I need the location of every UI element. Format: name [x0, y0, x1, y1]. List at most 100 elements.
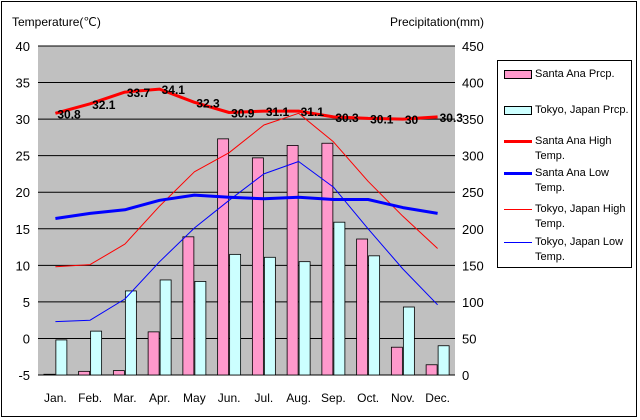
x-tick-label: Feb.	[78, 391, 102, 405]
legend-line	[504, 140, 532, 143]
left-tick-label: 0	[23, 331, 30, 346]
left-tick-label: 35	[16, 76, 30, 91]
data-label-layer: 30.8 32.1 33.7 34.1 32.3 30.9 31.1 31.1 30.3 30.1…	[57, 83, 463, 127]
x-tick-label: Jun.	[218, 391, 241, 405]
legend-line	[504, 209, 532, 210]
bar	[425, 364, 438, 376]
grid-layer	[38, 45, 455, 376]
right-tick-label: 0	[462, 368, 469, 383]
bar-layer	[43, 138, 450, 376]
bar	[286, 145, 299, 376]
x-tick-label: Sep.	[321, 391, 346, 405]
axis-layer: -505101520253035400501001502002503003504…	[16, 39, 484, 405]
legend-label: Tokyo, Japan Prcp.	[535, 104, 629, 116]
bar	[217, 138, 230, 376]
bar	[402, 306, 415, 376]
legend-line	[504, 242, 532, 243]
data-label: 31.1	[266, 105, 290, 119]
left-tick-label: 40	[16, 39, 30, 54]
left-axis-title: Temperature(℃)	[12, 15, 101, 29]
legend-label: Santa Ana Low Temp.	[535, 167, 610, 194]
right-tick-label: 150	[462, 258, 484, 273]
bar	[298, 261, 311, 376]
bar	[147, 331, 160, 376]
legend-item-santa-ana-prcp: Santa Ana Prcp.	[502, 67, 632, 97]
bar	[90, 330, 103, 376]
series-line	[55, 87, 438, 121]
left-tick-label: 10	[16, 258, 30, 273]
x-tick-label: Apr.	[149, 391, 170, 405]
bar	[43, 373, 56, 376]
series-line	[55, 193, 438, 220]
left-tick-label: 20	[16, 185, 30, 200]
legend-label: Santa Ana High Temp.	[535, 135, 612, 162]
x-tick-label: Jul.	[255, 391, 274, 405]
data-label: 30.8	[57, 107, 81, 121]
x-tick-label: Oct.	[357, 391, 379, 405]
bar	[263, 256, 276, 376]
legend-item-santa-ana-low: Santa Ana Low Temp.	[502, 166, 632, 196]
data-label: 30.9	[231, 107, 255, 121]
right-tick-label: 250	[462, 185, 484, 200]
plot-area	[38, 46, 455, 375]
x-tick-label: Mar.	[113, 391, 136, 405]
legend-item-tokyo-low: Tokyo, Japan Low Temp.	[502, 235, 632, 265]
right-tick-label: 400	[462, 76, 484, 91]
legend-label: Santa Ana Prcp.	[535, 68, 615, 80]
bar	[251, 157, 264, 376]
right-tick-label: 300	[462, 149, 484, 164]
series-line	[55, 112, 438, 268]
series-line	[55, 161, 438, 323]
data-label: 30.3	[335, 111, 359, 125]
x-tick-label: Jan.	[44, 391, 67, 405]
data-label: 30.1	[370, 112, 394, 126]
legend-item-tokyo-prcp: Tokyo, Japan Prcp.	[502, 103, 632, 133]
legend-item-tokyo-high: Tokyo, Japan High Temp.	[502, 202, 632, 232]
legend: Santa Ana Prcp. Tokyo, Japan Prcp. Santa…	[497, 60, 632, 268]
data-label: 32.1	[92, 98, 116, 112]
left-tick-label: -5	[18, 368, 30, 383]
x-tick-label: May	[183, 391, 206, 405]
bar	[55, 339, 68, 376]
left-tick-label: 25	[16, 149, 30, 164]
legend-label: Tokyo, Japan Low Temp.	[535, 236, 624, 263]
bar	[437, 345, 450, 376]
right-tick-label: 200	[462, 222, 484, 237]
bar	[112, 370, 125, 376]
data-label: 30	[405, 113, 419, 127]
x-tick-label: Nov.	[391, 391, 415, 405]
bar	[78, 370, 91, 376]
bar	[333, 221, 346, 376]
legend-swatch	[504, 70, 532, 79]
x-tick-label: Dec.	[425, 391, 450, 405]
right-tick-label: 350	[462, 112, 484, 127]
legend-item-santa-ana-high: Santa Ana High Temp.	[502, 134, 632, 164]
right-axis-title: Precipitation(mm)	[390, 15, 484, 29]
right-tick-label: 100	[462, 295, 484, 310]
bar	[356, 238, 369, 376]
data-label: 30.3	[440, 111, 464, 125]
bar	[390, 346, 403, 376]
data-label: 34.1	[162, 83, 186, 97]
x-tick-label: Aug.	[286, 391, 311, 405]
legend-line	[504, 172, 532, 175]
bar	[229, 253, 242, 376]
left-tick-label: 15	[16, 222, 30, 237]
right-tick-label: 50	[462, 331, 476, 346]
legend-label: Tokyo, Japan High Temp.	[535, 203, 626, 230]
left-tick-label: 30	[16, 112, 30, 127]
left-tick-label: 5	[23, 295, 30, 310]
data-label: 31.1	[301, 105, 325, 119]
bar	[124, 290, 137, 376]
bar	[368, 255, 381, 376]
line-layer	[55, 87, 438, 323]
bar	[182, 236, 195, 376]
data-label: 33.7	[127, 86, 151, 100]
legend-swatch	[504, 106, 532, 115]
bar	[194, 281, 207, 376]
bar	[321, 142, 334, 376]
right-tick-label: 450	[462, 39, 484, 54]
data-label: 32.3	[196, 96, 220, 110]
bar	[159, 279, 172, 376]
